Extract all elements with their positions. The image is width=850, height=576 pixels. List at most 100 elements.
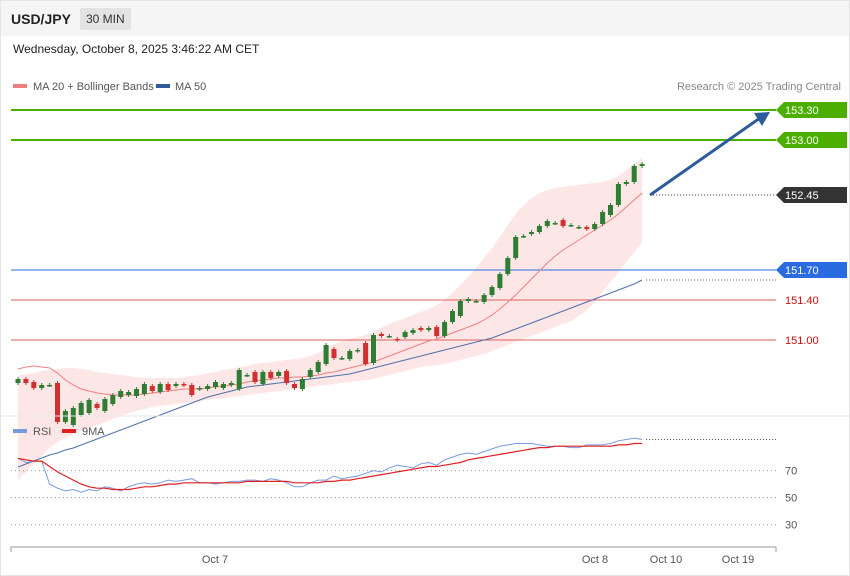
candle-up (600, 212, 606, 224)
candle-down (165, 384, 171, 390)
candle-up (457, 301, 463, 316)
candle-up (236, 370, 242, 389)
candle-down (252, 372, 258, 382)
candle-up (536, 226, 542, 232)
candle-down (189, 385, 195, 395)
candle-up (465, 299, 471, 301)
level-153-00-label: 153.00 (785, 135, 819, 147)
forecast-arrow (649, 112, 770, 197)
candle-up (481, 295, 487, 302)
candle-down (394, 339, 400, 341)
candle-up (39, 385, 45, 388)
candle-up (228, 383, 234, 385)
candle-up (347, 351, 353, 359)
candle-up (386, 336, 392, 338)
candle-down (149, 386, 155, 391)
candle-down (284, 371, 290, 383)
rsi-tick-label: 50 (785, 493, 797, 505)
candle-down (31, 382, 37, 388)
candle-up (410, 330, 416, 333)
bollinger-bands (18, 158, 643, 480)
level-153-00-tag (776, 132, 847, 148)
level-151-00-label: 151.00 (785, 335, 819, 347)
candle-down (268, 372, 274, 378)
candle-up (371, 335, 376, 363)
candle-up (568, 225, 574, 227)
candle-up (576, 227, 582, 229)
candle-up (489, 287, 495, 295)
candle-up (134, 389, 139, 396)
rsi-line (17, 437, 643, 493)
candle-up (529, 232, 534, 234)
rsi-grid: 30 50 70 (11, 466, 797, 532)
level-152-45-label: 152.45 (785, 190, 819, 202)
candle-down (418, 328, 424, 330)
x-tick-label: Oct 7 (202, 554, 228, 566)
candle-up (244, 375, 250, 377)
candle-down (560, 220, 566, 226)
rsi-ma-legend-label: 9MA (82, 426, 105, 438)
candle-up (126, 392, 132, 395)
candle-up (110, 395, 116, 404)
candle-down (331, 349, 337, 358)
timestamp: Wednesday, October 8, 2025 3:46:22 AM CE… (13, 42, 260, 56)
rsi-ma-line (17, 442, 643, 491)
candle-down (23, 379, 29, 383)
level-153-30-tag (776, 102, 847, 118)
candle-up (213, 382, 218, 387)
candle-up (118, 391, 124, 397)
candle-up (299, 379, 305, 389)
candle-up (260, 372, 266, 384)
interval-button[interactable]: 30 MIN (80, 8, 131, 30)
candle-up (307, 370, 313, 377)
price-levels (11, 109, 776, 341)
candle-up (47, 385, 53, 387)
level-151-70-tag (776, 262, 847, 278)
rsi-lines (17, 437, 776, 493)
candle-down (292, 384, 297, 388)
level-tags: 153.30 153.00 152.45 151.70 151.40 151.00 (776, 102, 847, 347)
x-tick-label: Oct 8 (582, 554, 608, 566)
candle-up (592, 224, 598, 229)
candle-up (78, 403, 84, 415)
ma50-legend-label: MA 50 (175, 81, 206, 93)
level-151-40-label: 151.40 (785, 295, 819, 307)
research-credit: Research © 2025 Trading Central (677, 81, 841, 93)
forecast-arrow-head (754, 112, 770, 126)
ma50-line (17, 279, 643, 468)
candle-down (584, 227, 590, 229)
candle-up (15, 379, 21, 383)
rsi-tick-label: 70 (785, 466, 797, 478)
candle-up (513, 237, 519, 258)
candle-up (552, 223, 558, 225)
level-151-70-label: 151.70 (785, 265, 819, 277)
rsi-ma-legend-swatch (62, 429, 76, 433)
x-tick-label: Oct 19 (722, 554, 754, 566)
candle-down (181, 384, 187, 386)
candle-up (220, 384, 226, 388)
candle-up (615, 184, 621, 205)
candle-up (521, 236, 527, 238)
candle-up (276, 372, 282, 376)
rsi-legend-swatch (13, 429, 27, 433)
candle-up (355, 350, 361, 352)
x-tick-label: Oct 10 (650, 554, 682, 566)
ma20-legend-swatch (13, 84, 27, 88)
rsi-legend-label: RSI (33, 426, 51, 438)
candle-up (323, 345, 329, 364)
ma20-legend-label: MA 20 + Bollinger Bands (33, 81, 154, 93)
candle-up (205, 386, 211, 389)
candle-up (173, 384, 179, 386)
time-axis-labels: Oct 7 Oct 8 Oct 10 Oct 19 (202, 554, 754, 566)
candle-up (473, 301, 479, 303)
candle-up (86, 400, 92, 413)
candle-down (378, 334, 384, 336)
candle-up (102, 399, 108, 411)
top-bar: USD/JPY 30 MIN (1, 1, 849, 36)
candle-up (157, 384, 163, 392)
level-153-30-label: 153.30 (785, 105, 819, 117)
candle-down (94, 404, 100, 408)
candle-up (639, 164, 645, 166)
candle-up (339, 358, 345, 360)
